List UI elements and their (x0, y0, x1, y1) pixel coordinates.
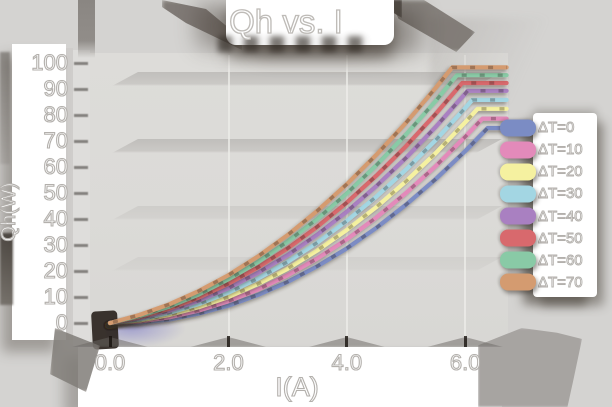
y-tick-label: 70 (43, 127, 69, 153)
x-tick-mark (226, 336, 230, 347)
legend-swatch (500, 163, 536, 181)
series-line-dt20 (107, 106, 509, 326)
y-tick-mark (74, 113, 88, 117)
series-line-dt10 (107, 116, 509, 326)
y-tick-label: 100 (31, 49, 69, 75)
y-axis-label: Qh(W) (0, 182, 21, 242)
axis-edge-band (62, 48, 73, 340)
y-tick-mark (74, 139, 88, 143)
y-tick-mark (74, 61, 88, 65)
x-tick-label: 2.0 (213, 349, 245, 375)
y-tick-label: 60 (43, 153, 69, 179)
x-tick-label: 0.0 (94, 349, 126, 375)
legend-item: ΔT=60 (500, 251, 597, 270)
x-label-strip (78, 347, 502, 407)
series-line-dt50 (107, 80, 509, 326)
legend-item: ΔT=30 (500, 184, 597, 203)
legend-label: ΔT=50 (538, 229, 584, 247)
legend-label: ΔT=70 (538, 273, 584, 292)
y-tick-label: 10 (43, 283, 69, 309)
series-line-shade-dt50 (109, 81, 507, 325)
legend-swatch (500, 273, 536, 291)
grid-band (112, 72, 502, 86)
legend-label: ΔT=20 (538, 163, 584, 181)
legend-item: ΔT=0 (500, 118, 597, 137)
series-line-shade-dt70 (109, 65, 507, 325)
axis-top-shadow-bar (78, 0, 95, 58)
legend-label: ΔT=30 (538, 185, 584, 203)
legend: ΔT=0 ΔT=10 ΔT=20 ΔT=30 ΔT=40 ΔT=50 ΔT=60 ΔT=70 (500, 113, 597, 297)
grid-band (112, 206, 502, 220)
series-line-shade-dt10 (109, 116, 507, 325)
x-tick-mark (108, 336, 112, 347)
series-line-shade-dt40 (109, 89, 507, 325)
grid-vline (464, 55, 466, 345)
x-tick-mark (463, 336, 467, 347)
plot-area (90, 53, 508, 346)
y-tick-mark (74, 295, 88, 299)
legend-swatch (500, 207, 536, 225)
grid-vline (228, 55, 230, 345)
series-line-shade-dt30 (109, 98, 507, 325)
series-line-shade-dt0 (109, 126, 507, 325)
legend-swatch (500, 251, 536, 269)
legend-item: ΔT=70 (500, 273, 597, 292)
legend-label: ΔT=40 (538, 207, 584, 225)
series-line-dt40 (107, 88, 509, 326)
legend-swatch (500, 119, 536, 136)
series-line-dt0 (107, 125, 509, 326)
x-tick-label: 6.0 (449, 349, 481, 375)
x-tick-mark (345, 336, 349, 347)
legend-swatch (500, 141, 536, 159)
series-line-dt70 (107, 65, 509, 326)
left-edge-shadow (0, 52, 10, 164)
y-tick-label: 50 (43, 179, 69, 205)
x-axis-label: I(A) (275, 371, 320, 402)
y-tick-mark (74, 217, 88, 221)
bottom-right-shadow-blob (478, 328, 582, 407)
y-tick-mark (74, 269, 88, 273)
y-tick-label: 80 (43, 101, 69, 127)
y-tick-label: 20 (43, 257, 69, 283)
legend-swatch (500, 185, 536, 203)
y-tick-mark (74, 165, 88, 169)
legend-label: ΔT=60 (538, 251, 584, 269)
x-tick-label: 4.0 (331, 349, 363, 375)
y-label-strip (12, 44, 66, 340)
legend-item: ΔT=20 (500, 162, 597, 181)
series-line-dt30 (107, 97, 509, 326)
y-tick-label: 90 (43, 75, 69, 101)
y-tick-mark (74, 87, 88, 91)
legend-label: ΔT=0 (538, 119, 575, 137)
y-tick-label: 0 (55, 309, 68, 335)
y-tick-label: 40 (43, 205, 69, 231)
legend-item: ΔT=50 (500, 229, 597, 248)
legend-item: ΔT=10 (500, 140, 597, 159)
y-tick-mark (74, 191, 88, 195)
title-text-shadow (218, 36, 368, 52)
y-axis-spine (73, 50, 90, 346)
legend-label: ΔT=10 (538, 141, 584, 159)
page-title: Qh vs. I (228, 2, 343, 40)
left-edge-shadow (0, 233, 13, 305)
legend-item: ΔT=40 (500, 207, 597, 226)
legend-swatch (500, 229, 536, 247)
y-tick-mark (74, 321, 88, 325)
y-tick-mark (74, 243, 88, 247)
series-line-dt60 (107, 73, 509, 326)
y-tick-label: 30 (43, 231, 69, 257)
